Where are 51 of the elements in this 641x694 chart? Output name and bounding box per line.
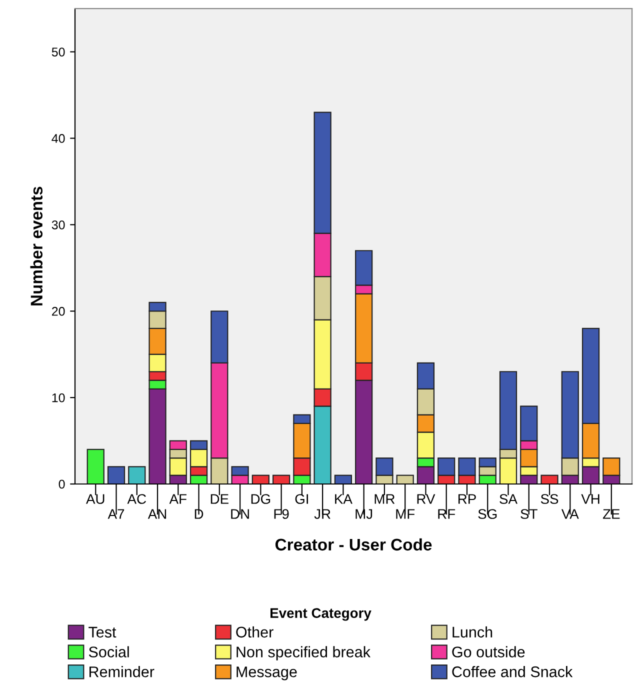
x-tick-label: AN [148,509,166,519]
x-tick-label: ST [520,509,538,519]
legend-label: Non specified break [236,646,370,660]
x-tick-label: MF [396,509,415,519]
legend-label: Go outside [452,646,525,658]
bar [128,466,146,484]
x-tick-label: VA [561,509,579,519]
y-tick-label: 0 [58,480,65,489]
x-tick-label: MJ [356,509,372,519]
x-tick-label: D [194,509,204,519]
bar [86,448,104,484]
x-tick-label: A7 [108,509,124,519]
legend-label: Message [236,666,297,680]
y-tick-label: 50 [52,48,65,56]
y-tick-label: 20 [52,306,65,316]
x-tick-label: RF [438,509,456,519]
bar [252,474,270,484]
x-tick-label: DN [231,509,249,519]
x-tick-label: RP [458,494,476,504]
x-tick-label: DG [251,494,270,504]
x-tick-label: VH [581,494,600,504]
y-tick-label: 40 [52,134,65,143]
x-tick-label: SA [500,494,518,504]
legend-label: Social [88,646,129,658]
legend-label: Other [236,626,274,638]
x-tick-label: AC [127,494,146,504]
x-tick-label: GI [295,494,308,504]
bar [540,474,558,484]
x-tick-label: ZE [602,509,620,519]
x-tick-label: AU [86,494,104,504]
x-axis-title: Creator - User Code [275,538,432,551]
legend-label: Test [88,626,116,638]
y-tick-label: 10 [52,393,65,402]
legend-label: Coffee and Snack [452,666,573,678]
x-tick-label: DE [210,494,228,504]
x-tick-label: F9 [274,509,289,519]
x-tick-label: RV [417,494,436,504]
x-tick-label: SG [478,509,497,519]
x-tick-label: MR [374,494,395,504]
bar [272,474,290,484]
legend-label: Lunch [452,626,492,638]
bar [396,474,414,484]
y-axis-title: Number events [30,186,43,306]
x-tick-label: AF [169,494,186,504]
x-tick-label: KA [335,494,352,504]
bar [334,474,352,484]
bar [107,466,126,484]
legend-label: Reminder [90,666,154,678]
legend-title: Event Category [270,608,372,621]
x-tick-label: SS [540,494,558,504]
y-tick-label: 30 [52,220,65,230]
